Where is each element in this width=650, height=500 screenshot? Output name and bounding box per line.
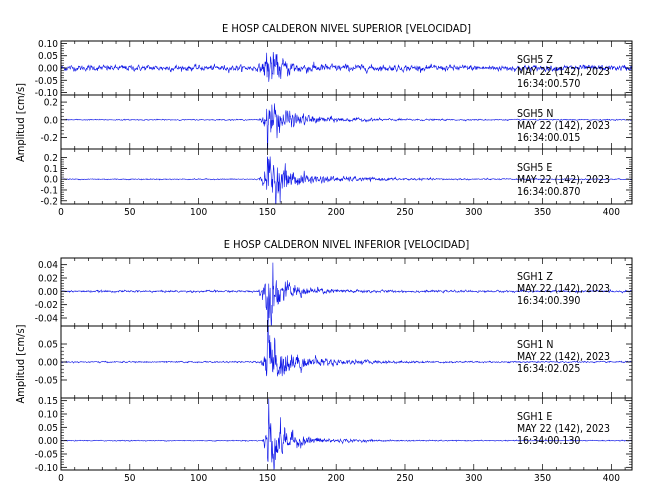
- y-axis-label: Amplitud [cm/s]: [14, 324, 27, 403]
- panel-frame: [60, 397, 633, 471]
- y-tick-label: -0.05: [35, 450, 58, 461]
- y-tick-label: 0.00: [38, 436, 58, 447]
- station-component-label: SGH5 E: [517, 162, 552, 174]
- station-component-label: SGH1 N: [517, 339, 554, 351]
- station-component-label: SGH1 E: [517, 411, 552, 423]
- record-date: MAY 22 (142), 2023: [517, 283, 610, 295]
- x-tick-label: 50: [124, 473, 136, 484]
- chart-group-2: E HOSP CALDERON NIVEL INFERIOR [VELOCIDA…: [14, 238, 633, 484]
- y-tick-label: 0.2: [44, 98, 58, 109]
- chart-group-1: E HOSP CALDERON NIVEL SUPERIOR [VELOCIDA…: [14, 22, 633, 218]
- x-tick-label: 350: [534, 207, 551, 218]
- record-time: 16:34:02.025: [517, 363, 580, 375]
- y-tick-label: -0.05: [35, 76, 58, 87]
- waveform-sgh1-e: [60, 398, 633, 470]
- record-date: MAY 22 (142), 2023: [517, 120, 610, 132]
- y-tick-label: 0.10: [38, 39, 58, 50]
- y-tick-label: -0.02: [35, 300, 58, 311]
- waveform-sgh1-z: [60, 262, 633, 326]
- x-tick-label: 250: [396, 207, 413, 218]
- x-tick-label: 200: [328, 207, 345, 218]
- y-tick-label: 0.04: [38, 260, 58, 271]
- y-tick-label: 0.02: [38, 274, 58, 285]
- record-time: 16:34:00.570: [517, 78, 580, 90]
- y-tick-label: -0.2: [40, 133, 58, 144]
- chart-title: E HOSP CALDERON NIVEL INFERIOR [VELOCIDA…: [224, 238, 470, 251]
- waveform-sgh1-n: [60, 326, 633, 377]
- y-tick-label: -0.05: [35, 376, 58, 387]
- waveform-sgh5-e: [60, 156, 633, 204]
- record-date: MAY 22 (142), 2023: [517, 423, 610, 435]
- y-tick-label: 0.0: [44, 175, 59, 186]
- waveform-sgh5-n: [60, 103, 633, 149]
- x-tick-label: 300: [465, 207, 482, 218]
- y-tick-label: 0.1: [44, 164, 58, 175]
- y-tick-label: 0.2: [44, 153, 58, 164]
- y-tick-label: 0.05: [38, 51, 58, 62]
- waveform-sgh5-z: [60, 51, 633, 82]
- x-tick-label: 250: [396, 473, 413, 484]
- record-date: MAY 22 (142), 2023: [517, 174, 610, 186]
- x-tick-label: 150: [259, 207, 276, 218]
- record-date: MAY 22 (142), 2023: [517, 351, 610, 363]
- y-tick-label: -0.2: [40, 196, 58, 207]
- x-tick-label: 100: [190, 473, 207, 484]
- x-tick-label: 0: [58, 207, 64, 218]
- y-tick-label: 0.0: [44, 115, 59, 126]
- y-tick-label: -0.10: [35, 463, 59, 474]
- panel-frame: [60, 148, 633, 205]
- x-tick-label: 300: [465, 473, 482, 484]
- y-tick-label: -0.1: [40, 185, 58, 196]
- x-tick-label: 0: [58, 473, 64, 484]
- record-time: 16:34:00.870: [517, 186, 580, 198]
- y-tick-label: 0.00: [38, 358, 58, 369]
- record-time: 16:34:00.015: [517, 132, 580, 144]
- x-tick-label: 200: [328, 473, 345, 484]
- station-component-label: SGH1 Z: [517, 271, 553, 283]
- y-tick-label: 0.00: [38, 287, 58, 298]
- y-tick-label: -0.04: [35, 314, 59, 325]
- chart-title: E HOSP CALDERON NIVEL SUPERIOR [VELOCIDA…: [222, 22, 471, 35]
- y-tick-label: 0.15: [38, 396, 58, 407]
- record-date: MAY 22 (142), 2023: [517, 66, 610, 78]
- x-tick-label: 150: [259, 473, 276, 484]
- station-component-label: SGH5 N: [517, 108, 554, 120]
- x-tick-label: 400: [603, 473, 620, 484]
- x-tick-label: 400: [603, 207, 620, 218]
- y-tick-label: 0.10: [38, 410, 58, 421]
- y-tick-label: 0.05: [38, 423, 58, 434]
- record-time: 16:34:00.390: [517, 295, 580, 307]
- record-time: 16:34:00.130: [517, 435, 580, 447]
- y-tick-label: 0.00: [38, 64, 58, 75]
- station-component-label: SGH5 Z: [517, 54, 553, 66]
- y-axis-label: Amplitud [cm/s]: [14, 83, 27, 162]
- x-tick-label: 50: [124, 207, 136, 218]
- x-tick-label: 100: [190, 207, 207, 218]
- x-tick-label: 350: [534, 473, 551, 484]
- y-tick-label: -0.10: [35, 88, 59, 99]
- y-tick-label: 0.05: [38, 340, 58, 351]
